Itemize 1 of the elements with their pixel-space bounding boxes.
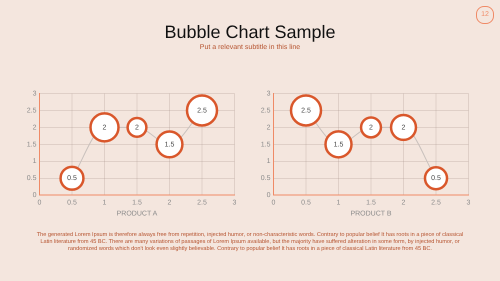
chart-title: Bubble Chart Sample xyxy=(163,22,337,43)
